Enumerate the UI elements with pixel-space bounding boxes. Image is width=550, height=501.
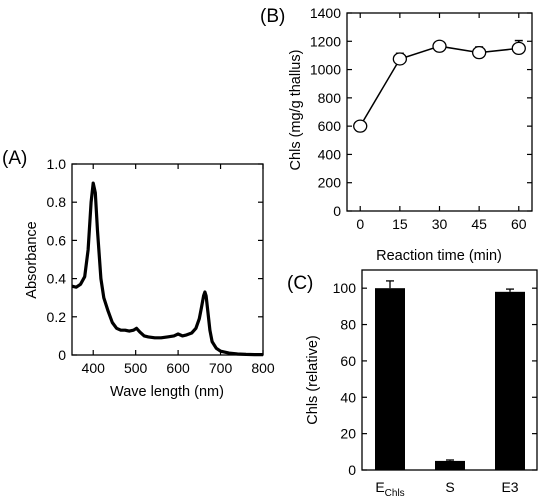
panel-a-frame (71, 163, 264, 356)
panel-a-ytick-label: 0.8 (47, 194, 67, 210)
panel-c-label: (C) (287, 273, 313, 294)
panel-b-ytick-label: 600 (318, 118, 342, 134)
panel-b-data-point (511, 41, 526, 56)
panel-a-xtick-label: 600 (166, 360, 190, 376)
panel-c-ytick-label: 60 (340, 353, 356, 369)
panel-b-ytick-label: 800 (318, 90, 342, 106)
panel-b-ytick-label: 400 (318, 146, 342, 162)
panel-b-data-point (471, 45, 487, 60)
panel-b-ytick-label: 200 (318, 175, 342, 191)
panel-c-category-label: EChls (375, 479, 404, 499)
panel-c-categories: EChls S E3 (375, 479, 518, 499)
panel-b-xtick-label: 45 (471, 216, 487, 232)
panel-b-data-point (353, 119, 368, 133)
panel-a-ylabel: Absorbance (24, 221, 40, 298)
panel-b-points (353, 39, 526, 133)
panel-b-data-point (432, 39, 447, 53)
panel-c-category-subscript: Chls (385, 488, 405, 499)
panel-a-ytick-label: 0.2 (47, 309, 67, 325)
panel-a-ytick-label: 0.4 (47, 271, 67, 287)
panel-a-xtick-label: 400 (82, 360, 106, 376)
panel-b-ytick-label: 0 (333, 203, 341, 219)
panel-b-ylabel: Chls (mg/g thallus) (288, 50, 304, 171)
panel-c-ytick-label: 0 (348, 462, 356, 478)
panel-c-ytick-label: 100 (333, 280, 357, 296)
panel-c-category-label: S (445, 479, 454, 495)
panel-a-ytick-label: 0 (58, 347, 66, 363)
panel-c-category-label: E3 (501, 479, 518, 495)
panel-b-ytick-label: 1200 (310, 33, 341, 49)
panel-b-ytick-label: 1400 (310, 5, 341, 21)
panel-a-label: (A) (2, 148, 27, 169)
panel-b-data-point (392, 52, 408, 66)
panel-c-ylabel: Chls (relative) (305, 335, 321, 424)
panel-c-ytick-label: 40 (340, 389, 356, 405)
panel-b-series-line (359, 45, 519, 127)
panel-a-xlabel: Wave length (nm) (110, 384, 224, 400)
panel-c-ticks: 0 20 40 60 80 100 (333, 280, 537, 478)
panel-b-xtick-label: 30 (432, 216, 448, 232)
panel-b-label: (B) (260, 6, 285, 27)
panel-a-xtick-label: 700 (209, 360, 233, 376)
panel-a-ytick-label: 1.0 (47, 156, 67, 172)
panel-a-absorbance-curve (71, 181, 263, 357)
panel-a-ticks: 400 500 600 700 800 0 0.2 0.4 0.6 0.8 1.0 (47, 156, 275, 376)
panel-a-chart: (A) 400 500 600 700 800 0 0.2 0.4 0.6 0.8 1.0 Wave… (2, 148, 275, 400)
panel-c-ytick-label: 20 (340, 426, 356, 442)
panel-a-xtick-label: 800 (251, 360, 275, 376)
panel-c-bar (375, 288, 405, 470)
panel-b-ytick-label: 1000 (310, 62, 341, 78)
panel-c-bar (495, 291, 525, 470)
panel-c-ytick-label: 80 (340, 317, 356, 333)
panel-b-xlabel: Reaction time (min) (376, 248, 502, 264)
panel-b-xtick-label: 60 (511, 216, 527, 232)
panel-c-bar (435, 460, 465, 470)
panel-c-chart: (C) 0 20 40 60 80 100 EChls S E3 Chls (relative… (287, 269, 538, 499)
panel-b-xtick-label: 15 (392, 216, 408, 232)
panel-a-xtick-label: 500 (124, 360, 148, 376)
panel-c-bars (375, 280, 525, 470)
panel-a-ytick-label: 0.6 (47, 232, 67, 248)
panel-b-xtick-label: 0 (356, 216, 364, 232)
